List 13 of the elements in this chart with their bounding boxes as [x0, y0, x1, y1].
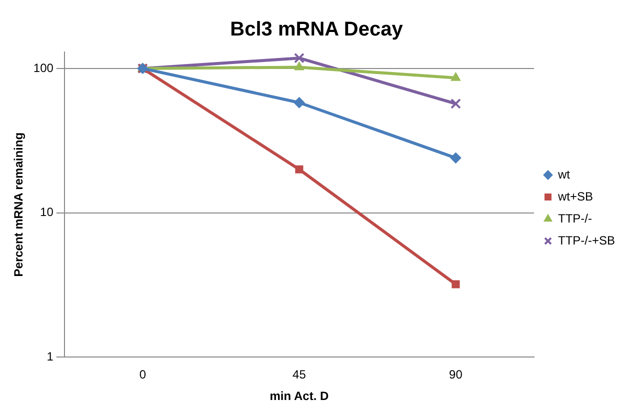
y-tick-label: 10: [40, 205, 54, 220]
x-tick-label: 90: [449, 368, 463, 382]
y-tick-label: 100: [33, 60, 54, 75]
y-axis-title: Percent mRNA remaining: [12, 132, 26, 277]
legend-label: TTP-/-: [558, 211, 592, 226]
legend-label: wt+SB: [556, 189, 594, 204]
legend-label: TTP-/-+SB: [558, 233, 616, 248]
x-axis-title: min Act. D: [270, 389, 329, 404]
legend-label: wt: [556, 167, 571, 182]
x-tick-label: 0: [139, 368, 146, 382]
x-tick-label: 45: [292, 368, 306, 382]
chart-title: Bcl3 mRNA Decay: [230, 18, 404, 41]
y-tick-label: 1: [46, 350, 54, 364]
